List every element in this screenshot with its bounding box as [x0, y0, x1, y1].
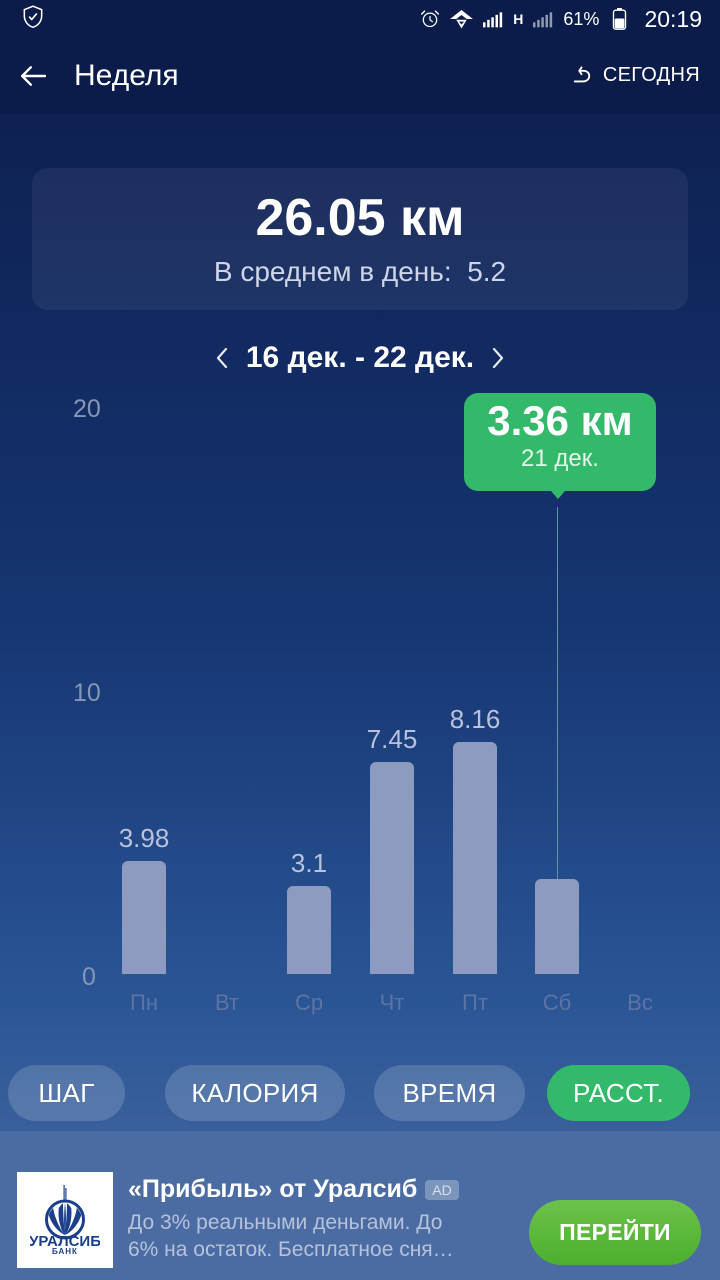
svg-text:БАНК: БАНК: [52, 1247, 78, 1255]
